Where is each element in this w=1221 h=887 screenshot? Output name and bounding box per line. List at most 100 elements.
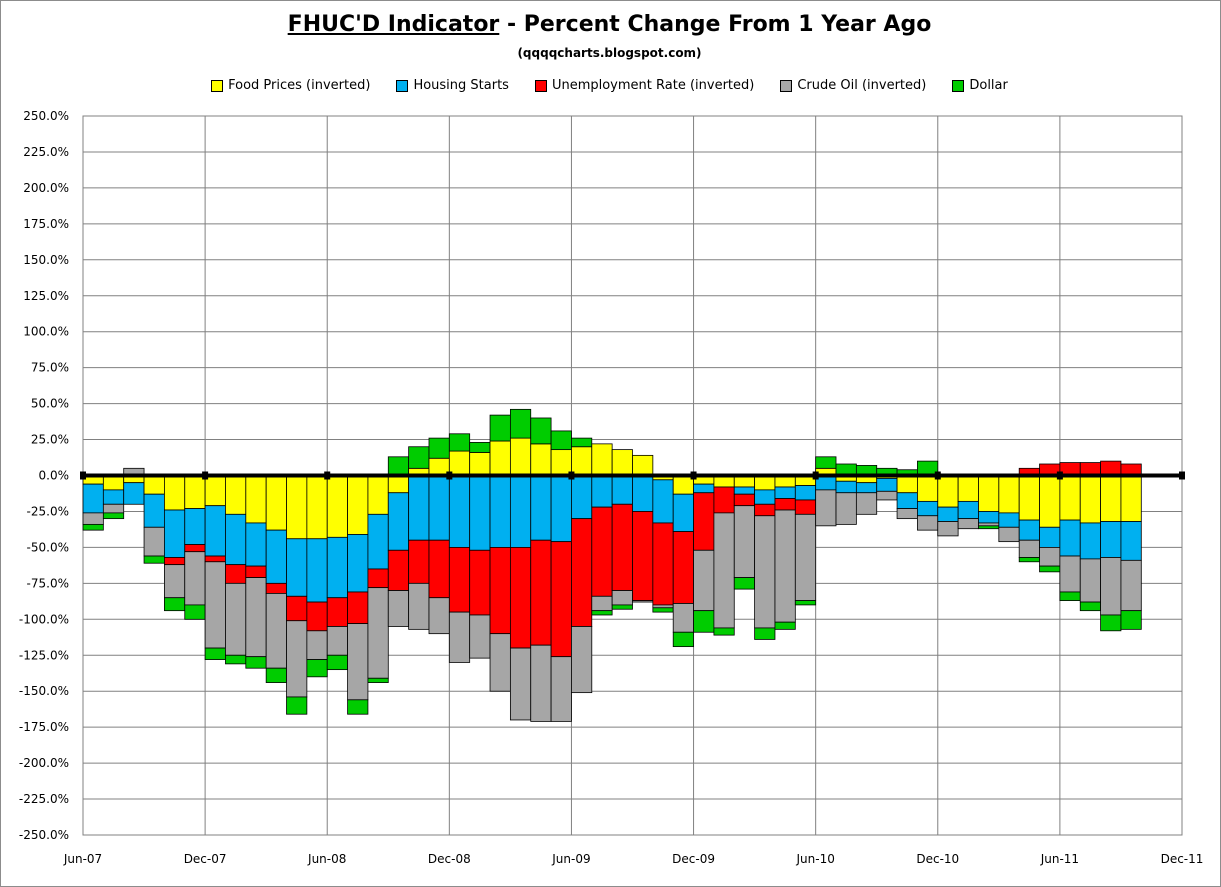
bar-segment — [917, 475, 939, 502]
bar-segment — [448, 611, 471, 663]
bar-segment — [693, 483, 715, 494]
bar-segment — [713, 486, 735, 514]
y-tick-label: 75.0% — [31, 361, 69, 375]
bar-segment — [509, 647, 532, 721]
legend-label-4: Dollar — [969, 78, 1008, 93]
bar-segment — [611, 604, 633, 610]
bar-segment — [1120, 610, 1142, 630]
bar-segment — [693, 610, 715, 633]
bar-segment — [225, 654, 247, 665]
bar-segment — [408, 446, 430, 469]
y-tick-label: -250.0% — [19, 828, 69, 842]
legend-item-0: Food Prices (inverted) — [211, 78, 370, 93]
bar-segment — [632, 600, 654, 603]
chart-title-rest: - Percent Change From 1 Year Ago — [506, 12, 932, 37]
bar-segment — [550, 475, 572, 543]
bar-segment — [978, 475, 1000, 512]
bar-segment — [978, 511, 1000, 524]
bar-segment — [978, 522, 1000, 527]
bar-segment — [530, 539, 552, 646]
bar-segment — [408, 475, 430, 541]
bar-segment — [204, 505, 226, 557]
legend-label-3: Crude Oil (inverted) — [797, 78, 927, 93]
bar-segment — [1039, 547, 1061, 567]
bar-segment — [815, 456, 837, 469]
bar-segment — [1018, 539, 1040, 558]
bar-segment — [1018, 519, 1040, 541]
bar-segment — [286, 620, 308, 698]
bar-segment — [794, 499, 817, 515]
bar-segment — [672, 603, 694, 633]
bar-segment — [571, 437, 593, 448]
legend-label-2: Unemployment Rate (inverted) — [551, 78, 755, 93]
y-tick-label: 0.0% — [39, 469, 70, 483]
bar-segment — [204, 647, 226, 660]
bar-segment — [754, 515, 776, 629]
bar-segment — [184, 508, 206, 545]
bar-segment — [571, 626, 593, 694]
bar-segment — [672, 531, 694, 604]
bar-segment — [713, 512, 735, 629]
bar-segment — [1059, 475, 1081, 521]
legend-swatch-3 — [780, 79, 793, 92]
bar-segment — [326, 597, 348, 627]
bar-segment — [1100, 475, 1122, 522]
bar-segment — [164, 509, 186, 558]
bar-segment — [306, 601, 328, 632]
y-tick-label: -125.0% — [19, 648, 69, 662]
bar-segment — [652, 607, 674, 613]
bar-segment — [286, 595, 308, 622]
bar-segment — [387, 456, 410, 476]
bar-segment — [469, 549, 491, 616]
bar-segment — [408, 582, 430, 630]
bar-segment — [672, 493, 694, 532]
bar-segment — [1018, 475, 1040, 521]
bar-segment — [774, 498, 796, 511]
legend-item-2: Unemployment Rate (inverted) — [534, 78, 755, 93]
bar-segment — [571, 518, 593, 627]
bar-segment — [326, 536, 348, 599]
bar-segment — [225, 564, 247, 584]
bar-segment — [306, 630, 328, 660]
legend-label-1: Housing Starts — [413, 78, 509, 93]
bar-segment — [225, 475, 247, 515]
bar-segment — [164, 564, 186, 599]
y-tick-label: 125.0% — [23, 289, 69, 303]
bar-segment — [550, 656, 572, 722]
bar-segment — [469, 475, 491, 551]
chart-legend: Food Prices (inverted) Housing Starts Unem… — [0, 78, 1219, 93]
bar-segment — [937, 506, 959, 522]
bar-segment — [164, 475, 186, 511]
bar-segment — [489, 440, 511, 476]
bar-segment — [102, 475, 125, 491]
bar-segment — [448, 450, 471, 476]
bar-segment — [754, 475, 776, 491]
bar-segment — [489, 633, 511, 692]
legend-swatch-2 — [534, 79, 547, 92]
bar-segment — [448, 547, 471, 613]
bar-segment — [1120, 521, 1142, 561]
bar-segment — [1120, 475, 1142, 522]
bar-segment — [611, 503, 633, 591]
bar-segment — [184, 475, 206, 509]
bar-segment — [937, 475, 959, 508]
bar-segment — [265, 667, 287, 683]
bar-segment — [387, 492, 410, 551]
bar-segment — [326, 626, 348, 656]
x-tick-label: Dec-10 — [916, 852, 959, 866]
bar-segment — [367, 568, 389, 589]
chart-title-main: FHUC'D Indicator — [287, 12, 500, 37]
zero-line-marker — [1179, 471, 1185, 480]
y-tick-label: 225.0% — [23, 145, 69, 159]
bar-segment — [632, 454, 654, 476]
bar-segment — [957, 500, 979, 520]
bar-segment — [571, 446, 593, 476]
bar-segment — [774, 486, 796, 499]
legend-item-1: Housing Starts — [396, 78, 509, 93]
bar-segment — [387, 549, 410, 591]
bar-segment — [387, 475, 410, 494]
bar-segment — [733, 486, 756, 495]
bar-segment — [286, 538, 308, 597]
bar-segment — [245, 656, 267, 669]
bar-segment — [509, 437, 532, 476]
